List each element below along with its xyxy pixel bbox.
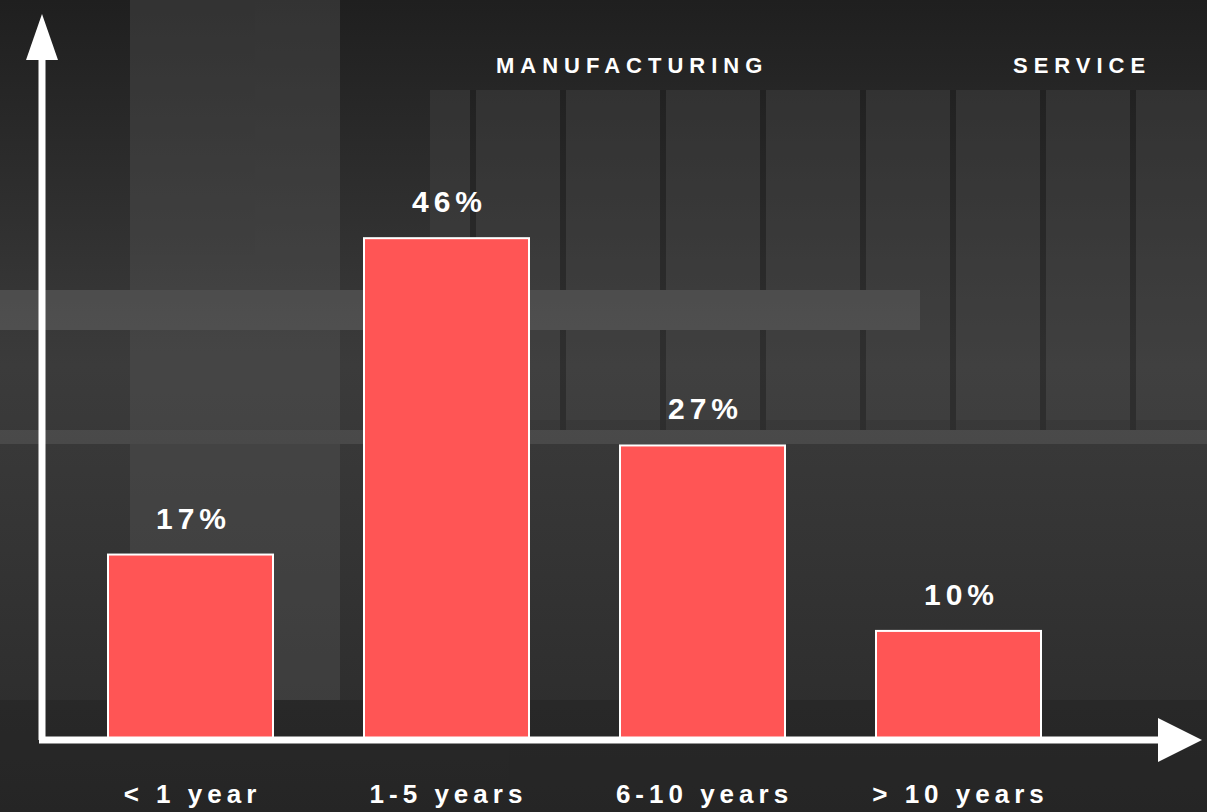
background-decor bbox=[0, 0, 1207, 812]
data-label: 27% bbox=[668, 392, 743, 425]
window-frame bbox=[760, 90, 766, 430]
window-frame bbox=[660, 90, 666, 430]
bar bbox=[364, 238, 529, 740]
bar bbox=[108, 555, 273, 740]
axes bbox=[26, 14, 1202, 762]
data-label: 46% bbox=[412, 185, 487, 218]
data-label: 10% bbox=[924, 578, 999, 611]
glass-wall bbox=[430, 90, 1207, 420]
annotation: SERVICE bbox=[1013, 53, 1151, 78]
window-frame bbox=[560, 90, 566, 430]
y-axis bbox=[39, 38, 46, 740]
x-axis bbox=[39, 737, 1170, 744]
x-tick-label: 6-10 years bbox=[616, 779, 793, 809]
data-label: 17% bbox=[156, 502, 231, 535]
window-frame bbox=[1130, 90, 1136, 430]
window-frame bbox=[860, 90, 866, 430]
y-axis-arrow bbox=[26, 14, 58, 60]
bars bbox=[108, 238, 1041, 740]
window-frame bbox=[1040, 90, 1046, 430]
x-tick-label: < 1 year bbox=[124, 779, 262, 809]
window-frame bbox=[950, 90, 956, 430]
x-tick-label: 1-5 years bbox=[370, 779, 528, 809]
bar bbox=[620, 445, 785, 740]
annotation: MANUFACTURING bbox=[496, 53, 768, 78]
x-tick-label: > 10 years bbox=[872, 779, 1049, 809]
desk bbox=[0, 430, 1207, 444]
chart: 17% 46% 27% 10% < 1 year 1-5 years 6-10 years >… bbox=[0, 0, 1207, 812]
x-axis-arrow bbox=[1158, 718, 1202, 762]
bar bbox=[876, 631, 1041, 740]
